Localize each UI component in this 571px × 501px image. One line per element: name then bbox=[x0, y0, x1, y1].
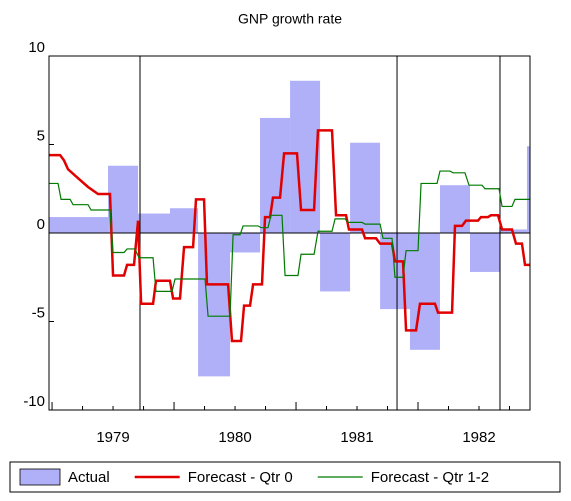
chart-title: GNP growth rate bbox=[238, 11, 342, 27]
bar bbox=[108, 165, 139, 233]
bar bbox=[260, 117, 291, 233]
y-tick-label: 10 bbox=[28, 39, 45, 56]
bar bbox=[350, 142, 381, 233]
legend-box bbox=[9, 461, 561, 493]
bar bbox=[198, 233, 231, 377]
legend-swatch bbox=[19, 468, 61, 486]
legend-label: Actual bbox=[68, 469, 110, 486]
bar bbox=[230, 233, 261, 253]
x-tick-label: 1980 bbox=[218, 429, 251, 446]
legend-label: Forecast - Qtr 0 bbox=[188, 469, 293, 486]
y-tick-label: 0 bbox=[37, 216, 45, 233]
y-tick-label: 5 bbox=[37, 127, 45, 144]
x-tick-label: 1979 bbox=[96, 429, 129, 446]
line-series bbox=[49, 129, 530, 343]
y-tick-label: -5 bbox=[32, 304, 45, 321]
y-tick-label: -10 bbox=[23, 393, 45, 410]
x-tick-label: 1981 bbox=[340, 429, 373, 446]
line-series bbox=[49, 170, 530, 317]
bar bbox=[469, 233, 500, 272]
bar bbox=[138, 213, 171, 233]
legend-label: Forecast - Qtr 1-2 bbox=[371, 469, 489, 486]
bar bbox=[526, 146, 530, 233]
bar bbox=[320, 233, 351, 292]
x-tick-label: 1982 bbox=[462, 429, 495, 446]
bar bbox=[49, 217, 109, 233]
